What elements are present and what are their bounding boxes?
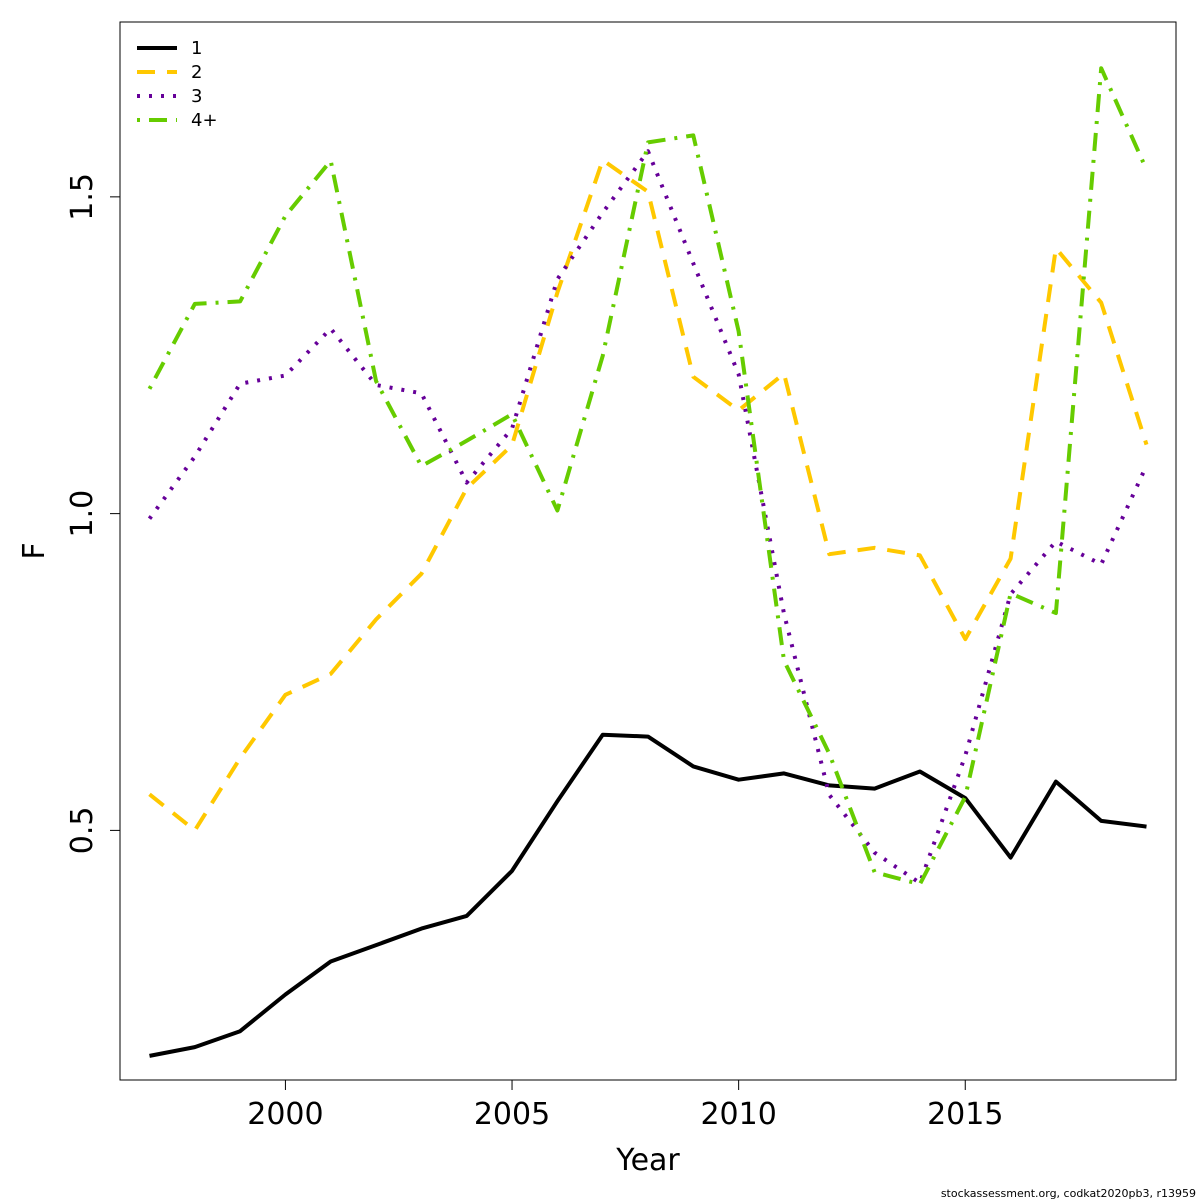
series-line-2 <box>148 158 1149 833</box>
x-tick-label: 2010 <box>700 1097 776 1132</box>
series-line-4 <box>147 66 1149 887</box>
series-layer <box>147 66 1149 1058</box>
legend-label: 3 <box>191 86 202 107</box>
legend-item-1: 1 <box>137 38 202 59</box>
y-tick-label: 1.0 <box>65 490 100 538</box>
legend-item-2: 2 <box>137 62 202 83</box>
legend-label: 2 <box>191 62 202 83</box>
x-tick-label: 2000 <box>247 1097 323 1132</box>
x-tick-label: 2015 <box>927 1097 1003 1132</box>
y-axis: 0.5 1.0 1.5 <box>65 173 120 854</box>
legend-item-4: 4+ <box>137 110 218 131</box>
series-1 <box>149 732 1147 1058</box>
legend-label: 1 <box>191 38 202 59</box>
x-axis: 2000 2005 2010 2015 <box>247 1080 1003 1132</box>
x-axis-title: Year <box>615 1143 680 1178</box>
series-line-3 <box>147 149 1149 885</box>
footer-credit: stockassessment.org, codkat2020pb3, r139… <box>941 1187 1196 1200</box>
series-line-1 <box>149 732 1147 1058</box>
legend-item-3: 3 <box>137 86 202 107</box>
x-tick-label: 2005 <box>474 1097 550 1132</box>
plot-frame <box>119 21 1177 1081</box>
series-4 <box>147 66 1149 887</box>
series-2 <box>148 158 1149 833</box>
legend-label: 4+ <box>191 110 218 131</box>
y-tick-label: 1.5 <box>65 173 100 221</box>
series-3 <box>147 149 1149 885</box>
y-tick-label: 0.5 <box>65 807 100 855</box>
legend: 1 2 3 4+ <box>137 38 218 131</box>
y-axis-title: F <box>17 542 52 559</box>
